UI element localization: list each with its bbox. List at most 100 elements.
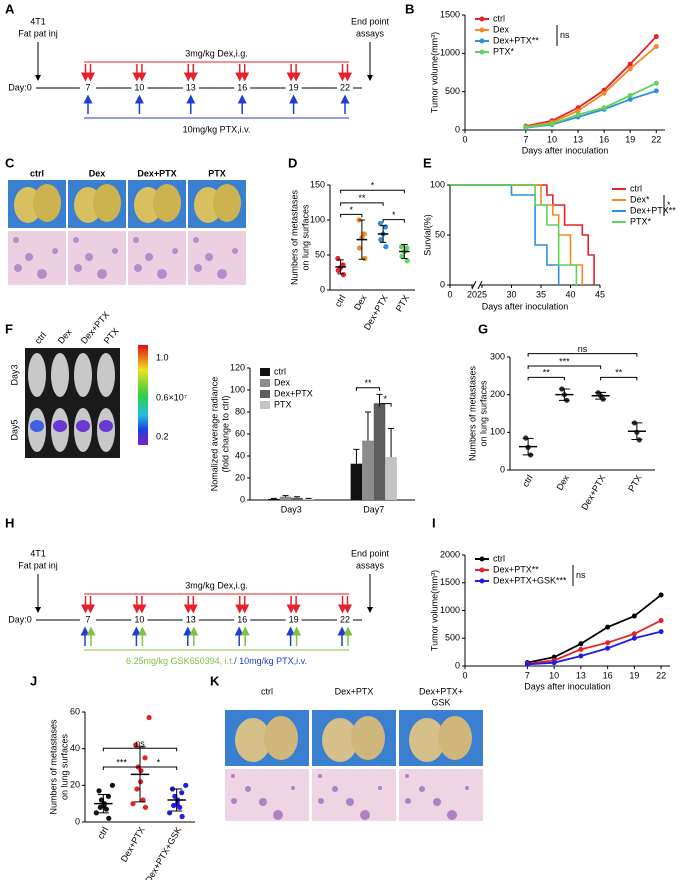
- data-point: [179, 813, 185, 820]
- x-tick-label: 0: [462, 134, 467, 144]
- data-point: [631, 613, 637, 619]
- x-tick-label: Dex: [554, 473, 571, 492]
- significance-bracket: [102, 766, 141, 770]
- day-label: Day:0: [8, 614, 32, 624]
- y-tick-label: 200: [490, 389, 505, 399]
- significance-bracket: [102, 747, 178, 752]
- legend-marker: [479, 578, 485, 584]
- group-label: ctrl: [30, 168, 44, 178]
- legend-marker: [479, 567, 485, 573]
- tissue-spot: [74, 264, 82, 272]
- x-tick-label: 20: [467, 289, 477, 299]
- data-point: [524, 661, 530, 667]
- data-point: [605, 624, 611, 630]
- x-tick-label: PTX: [394, 293, 411, 313]
- panel-letter: K: [210, 673, 220, 688]
- legend-label: Dex+PTX: [274, 388, 313, 398]
- panel-letter: G: [478, 321, 488, 336]
- legend-marker: [479, 556, 485, 562]
- colorbar-label: 0.2: [156, 431, 169, 441]
- error-bar: [282, 495, 289, 497]
- significance-label: *: [349, 205, 353, 215]
- timeline-text: End point: [351, 16, 390, 26]
- data-point: [653, 33, 659, 39]
- data-point: [601, 90, 607, 96]
- group-label: Dex+PTX: [137, 168, 176, 178]
- tissue-spot: [419, 786, 425, 792]
- x-tick-label: 13: [576, 670, 586, 680]
- significance-bracket: [527, 365, 602, 370]
- timeline-text: assays: [356, 28, 385, 38]
- tissue-spot: [291, 786, 295, 790]
- error-bar: [595, 391, 607, 400]
- x-tick-label: 40: [565, 289, 575, 299]
- y-axis-label: Tumor volume(mm³): [429, 570, 439, 651]
- legend-label: Dex+PTX**: [493, 35, 539, 45]
- error-bar: [270, 497, 277, 499]
- tissue-spot: [112, 248, 118, 254]
- timeline-text: Fat pat inj: [18, 560, 58, 570]
- tissue-spot: [97, 269, 107, 279]
- row-label: Day5: [9, 419, 19, 440]
- data-point: [130, 801, 136, 807]
- error-bar: [305, 497, 312, 499]
- x-tick-label: 22: [656, 670, 666, 680]
- data-point: [138, 779, 144, 785]
- significance-label: *: [384, 394, 388, 404]
- tissue-spot: [14, 264, 22, 272]
- x-tick-label: 16: [603, 670, 613, 680]
- error-bar: [401, 244, 408, 259]
- data-point: [133, 742, 139, 748]
- data-point: [627, 61, 633, 67]
- ptx-label: / 10mg/kg PTX,i.v.: [234, 656, 307, 666]
- y-tick-label: 50: [435, 229, 445, 239]
- tissue-spot: [73, 237, 79, 243]
- lung: [351, 716, 385, 760]
- y-tick-label: 0: [455, 660, 460, 670]
- data-point: [653, 43, 659, 49]
- lung: [438, 716, 472, 760]
- tissue-spot: [245, 786, 251, 792]
- data-point: [96, 788, 102, 794]
- significance-bracket: [340, 189, 405, 194]
- gsk-label: 6.25mg/kg GSK650394, i.t.: [126, 656, 234, 666]
- ptx-label: 10mg/kg PTX,i.v.: [183, 124, 251, 134]
- data-point: [627, 93, 633, 98]
- data-point: [103, 806, 109, 812]
- x-tick-label: 10: [547, 134, 557, 144]
- bar: [279, 496, 292, 500]
- y-tick-label: 50: [315, 249, 325, 259]
- histology: [399, 769, 483, 821]
- x-tick-label: Day3: [281, 504, 302, 514]
- data-point: [578, 653, 584, 659]
- bar: [373, 403, 386, 500]
- x-tick-label: 19: [629, 670, 639, 680]
- lung: [93, 184, 121, 222]
- dex-label: 3mg/kg Dex,i.g.: [185, 48, 248, 58]
- series-line: [527, 630, 662, 666]
- axis-break: [474, 281, 480, 289]
- legend-marker: [479, 27, 485, 33]
- data-point: [378, 237, 384, 243]
- significance-bracket: [340, 202, 384, 206]
- tissue-spot: [465, 786, 469, 790]
- significance-label: *: [371, 181, 375, 191]
- y-tick-label: 0: [455, 124, 460, 134]
- data-point: [142, 755, 148, 761]
- legend-swatch: [260, 379, 270, 387]
- data-point: [578, 646, 584, 652]
- legend-label: Dex+PTX**: [493, 564, 539, 574]
- x-tick-label: 25: [477, 289, 487, 299]
- x-tick-label: Dex+PTX: [119, 825, 147, 864]
- y-axis-label: (fold change to ctrl): [220, 395, 230, 472]
- axis-break-mark: [471, 280, 477, 290]
- significance-label: **: [543, 368, 551, 378]
- tissue-spot: [193, 237, 199, 243]
- data-point: [383, 244, 389, 250]
- day-label: 7: [85, 82, 90, 92]
- data-point: [340, 262, 346, 268]
- bar: [268, 498, 280, 500]
- error-bar: [358, 219, 366, 260]
- error-bar: [171, 788, 183, 812]
- data-point: [575, 112, 581, 118]
